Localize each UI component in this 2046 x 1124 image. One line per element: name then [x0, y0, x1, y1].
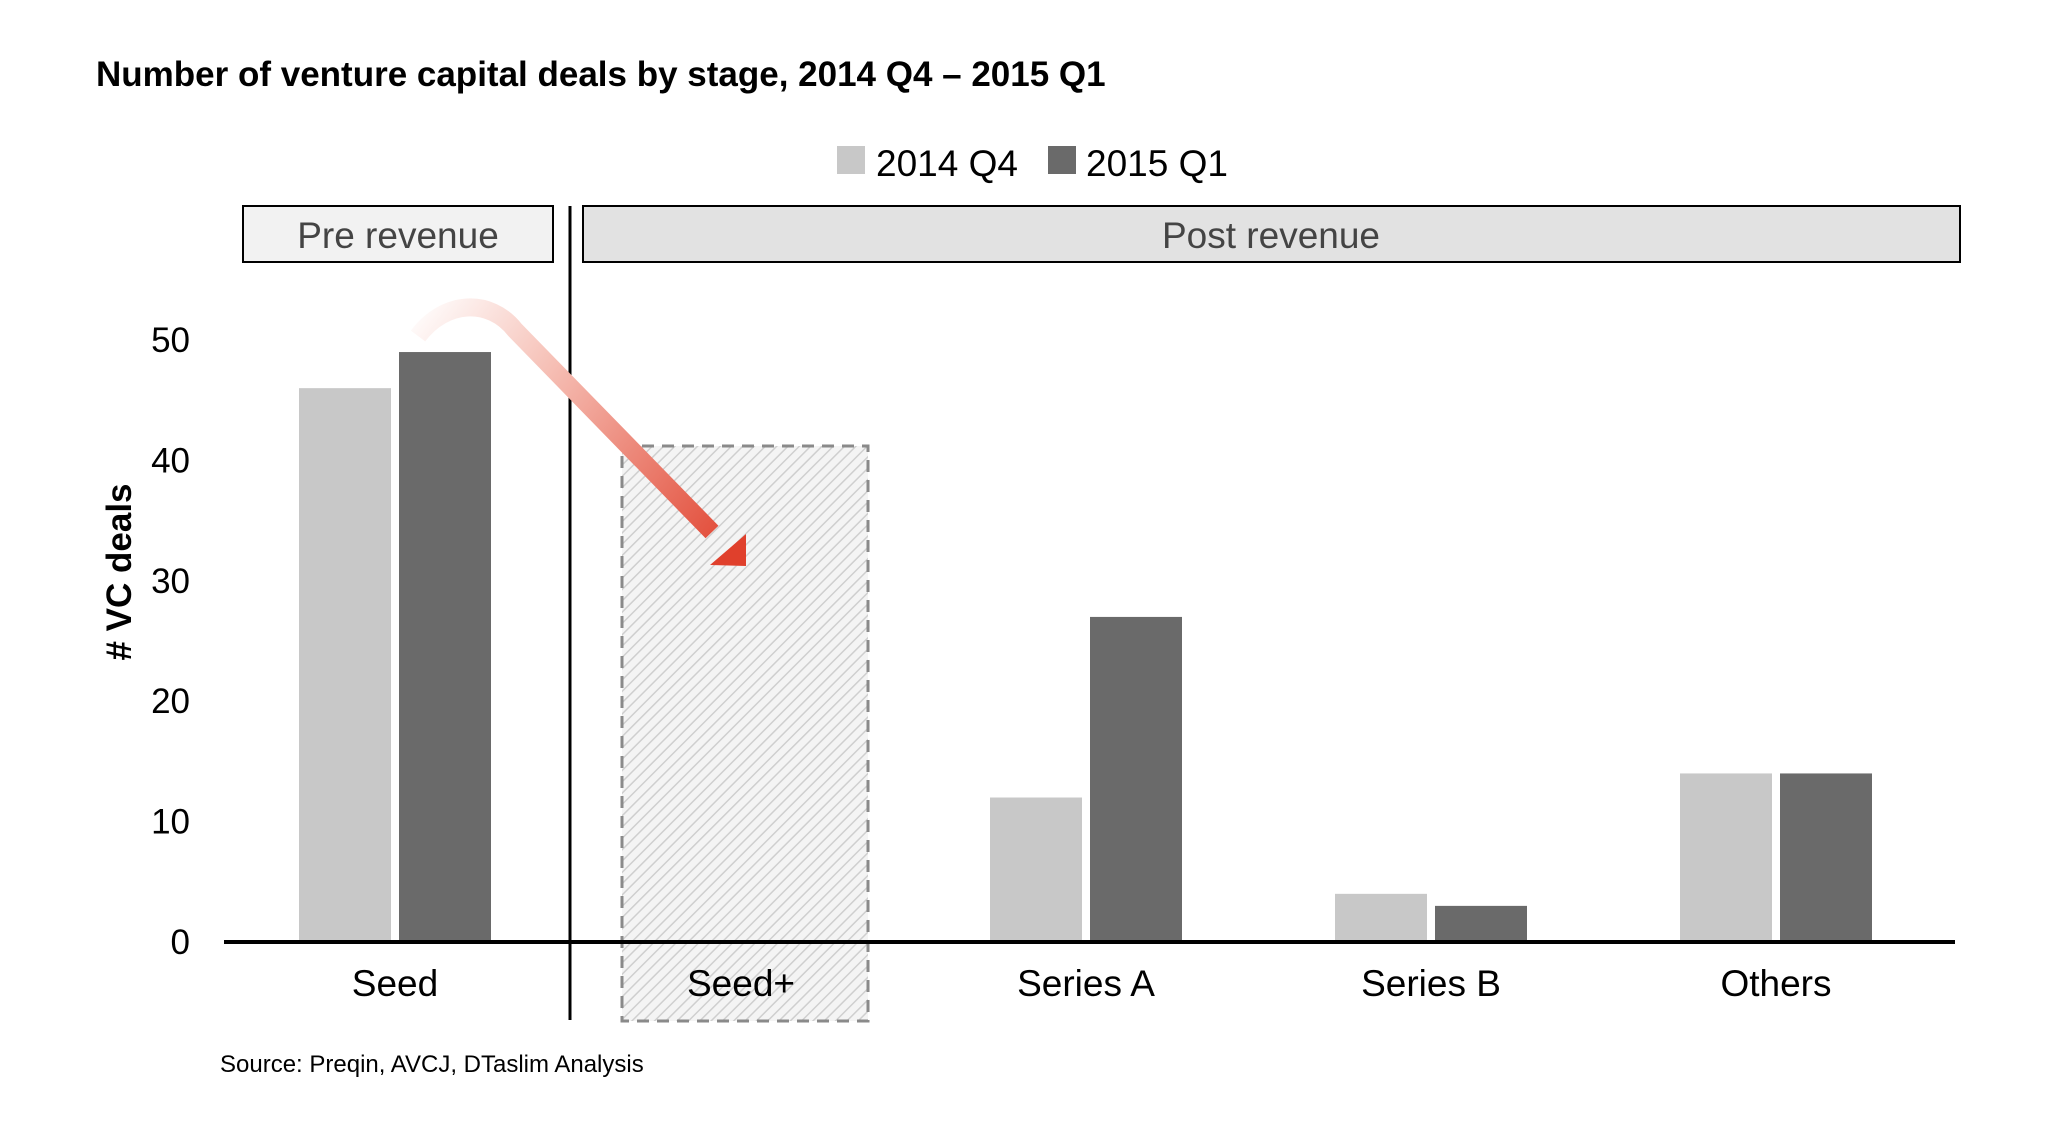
y-tick-label-0: 0: [171, 923, 190, 962]
region-label-post-revenue: Post revenue: [1162, 215, 1380, 256]
x-category-label-seed: Seed: [352, 963, 438, 1004]
x-category-label-seed: Seed+: [687, 963, 795, 1004]
region-box-post-revenue: [582, 205, 1961, 263]
y-axis-label: # VC deals: [100, 483, 139, 660]
x-category-label-series-b: Series B: [1361, 963, 1501, 1004]
x-axis-categories: Seed Seed+ Series A Series B Others: [352, 963, 1832, 1004]
x-category-label-others: Others: [1720, 963, 1831, 1004]
shift-arrow: [410, 298, 746, 566]
y-axis-ticks: 0 10 20 30 40 50: [151, 321, 190, 962]
bar-series-a-2014-q4: [990, 797, 1082, 942]
legend-label-2015-q1: 2015 Q1: [1086, 143, 1228, 184]
legend-swatch-2015-q1: [1048, 146, 1076, 174]
y-tick-label-40: 40: [151, 441, 190, 480]
y-tick-label-20: 20: [151, 682, 190, 721]
region-headers: Pre revenue Post revenue: [242, 205, 1961, 263]
seed-plus-placeholder-box: [620, 444, 870, 1023]
legend: 2014 Q4 2015 Q1: [837, 143, 1228, 184]
y-tick-label-50: 50: [151, 321, 190, 360]
x-category-label-series-a: Series A: [1017, 963, 1155, 1004]
bar-series-a-2015-q1: [1090, 616, 1182, 942]
shift-arrow-shaft: [410, 298, 719, 539]
bar-others-2014-q4: [1680, 773, 1772, 942]
shift-arrow-head-fill: [711, 534, 746, 566]
y-tick-label-10: 10: [151, 803, 190, 842]
y-tick-label-30: 30: [151, 562, 190, 601]
region-label-pre-revenue: Pre revenue: [297, 215, 499, 256]
bar-seed-2014-q4: [299, 388, 391, 942]
source-note: Source: Preqin, AVCJ, DTaslim Analysis: [220, 1051, 644, 1078]
bar-series-b-2015-q1: [1435, 905, 1527, 942]
bar-series-b-2014-q4: [1335, 893, 1427, 942]
bar-seed-2015-q1: [399, 352, 491, 942]
legend-label-2014-q4: 2014 Q4: [876, 143, 1018, 184]
legend-swatch-2014-q4: [837, 146, 865, 174]
bars: [299, 352, 1872, 942]
bar-others-2015-q1: [1780, 773, 1872, 942]
chart-title: Number of venture capital deals by stage…: [96, 55, 1106, 94]
region-box-pre-revenue: [242, 205, 554, 263]
